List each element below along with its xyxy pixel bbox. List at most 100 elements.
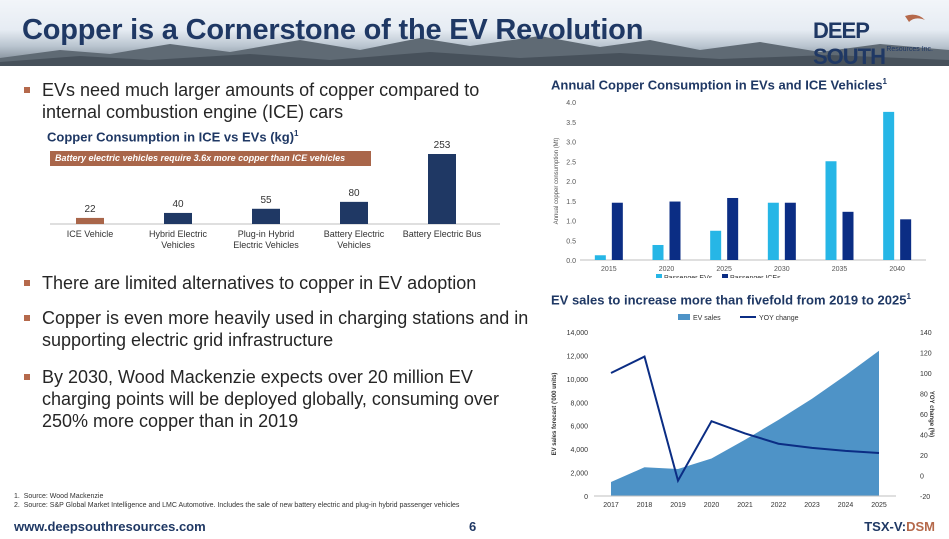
header-banner: Copper is a Cornerstone of the EV Revolu… <box>0 0 949 66</box>
category-label: ICE Vehicle <box>67 229 114 239</box>
bullet-text: By 2030, Wood Mackenzie expects over 20 … <box>42 367 499 431</box>
bullet-charging-stations: Copper is even more heavily used in char… <box>24 307 542 351</box>
bullet-wood-mackenzie: By 2030, Wood Mackenzie expects over 20 … <box>24 366 522 432</box>
y-tick-label: 1.5 <box>566 199 576 206</box>
x-tick-label: 2030 <box>774 266 790 273</box>
y-tick-label: 10,000 <box>567 377 589 384</box>
x-tick-label: 2021 <box>737 502 753 509</box>
chart-ice-vs-ev: 22 ICE Vehicle 40 Hybrid Electric Vehicles 55… <box>50 140 500 250</box>
bar-value-label: 40 <box>172 199 184 210</box>
y2-axis-label: YOY change (%) <box>928 391 934 437</box>
line-yoy-change <box>610 355 880 484</box>
bar-value-label: 55 <box>260 195 272 206</box>
x-tick-label: 2019 <box>670 502 686 509</box>
category-label: Battery Electric Bus <box>403 229 482 239</box>
y-tick-label: 2.5 <box>566 159 576 166</box>
y-tick-label: 2.0 <box>566 179 576 186</box>
y-axis-label: Annual copper consumption (Mt) <box>554 138 560 225</box>
legend-entry: YOY change <box>759 315 799 322</box>
legend-swatch-ev-sales <box>678 314 690 320</box>
area-ev-sales <box>611 350 879 496</box>
chart-title-ice-vs-ev: Copper Consumption in ICE vs EVs (kg)1 <box>47 129 299 145</box>
logo-subtitle: Resources Inc. <box>886 46 933 53</box>
x-tick-label: 2020 <box>659 266 675 273</box>
bar-passenger-ices-2025 <box>727 197 739 260</box>
bar-passenger-ices-2040 <box>900 219 912 260</box>
x-tick-label: 2023 <box>804 502 820 509</box>
footer-website-link[interactable]: www.deepsouthresources.com <box>14 519 206 534</box>
bar-value-label: 22 <box>84 204 96 215</box>
bar-value-label: 253 <box>434 140 451 151</box>
bar-passenger-evs-2015 <box>594 255 606 260</box>
y-tick-label: 3.0 <box>566 140 576 147</box>
bar-plug-in-hybrid-electric-vehicles <box>252 208 280 224</box>
page-number: 6 <box>469 519 477 534</box>
y-tick-label: 0.5 <box>566 238 576 245</box>
y-tick-label: 12,000 <box>567 353 589 360</box>
bullet-limited-alternatives: There are limited alternatives to copper… <box>24 272 542 294</box>
chart-title-ev-sales: EV sales to increase more than fivefold … <box>551 292 911 308</box>
category-label: Plug-in Hybrid <box>238 229 295 239</box>
legend-swatch <box>656 274 662 278</box>
logo-wordmark: DEEP SOUTH <box>813 18 886 66</box>
category-label: Hybrid Electric <box>149 229 208 239</box>
y-axis-label: EV sales forecast ('000 units) <box>552 373 558 456</box>
x-tick-label: 2025 <box>716 266 732 273</box>
bar-passenger-ices-2020 <box>669 201 681 260</box>
page-title: Copper is a Cornerstone of the EV Revolu… <box>22 14 644 46</box>
x-tick-label: 2040 <box>889 266 905 273</box>
y-tick-label: 1.0 <box>566 219 576 226</box>
legend-swatch <box>722 274 728 278</box>
footnote-2: 2. Source: S&P Global Market Intelligenc… <box>14 502 460 509</box>
chart-annotation-banner: Battery electric vehicles require 3.6x m… <box>50 151 371 166</box>
bullet-ev-copper: EVs need much larger amounts of copper c… <box>24 79 542 123</box>
y-tick-label: 6,000 <box>570 424 588 431</box>
stock-ticker: TSX-V:DSM <box>864 519 935 534</box>
bar-passenger-ices-2035 <box>842 211 854 260</box>
x-tick-label: 2015 <box>601 266 617 273</box>
bar-battery-electric-bus <box>428 154 456 224</box>
y-tick-label: 8,000 <box>570 400 588 407</box>
category-label: Vehicles <box>337 240 371 250</box>
bullet-text: There are limited alternatives to copper… <box>42 273 477 293</box>
y2-tick-label: 60 <box>920 412 928 419</box>
legend-entry: Passenger ICEs <box>730 275 781 278</box>
y-tick-label: 0.0 <box>566 258 576 265</box>
x-tick-label: 2020 <box>704 502 720 509</box>
bar-battery-electric-vehicles <box>340 201 368 224</box>
bullet-marker <box>24 280 30 286</box>
bullet-marker <box>24 374 30 380</box>
y2-tick-label: 20 <box>920 453 928 460</box>
category-label: Battery Electric <box>324 229 385 239</box>
bullet-text: EVs need much larger amounts of copper c… <box>42 80 480 122</box>
y2-tick-label: 120 <box>920 351 932 358</box>
bar-ice-vehicle <box>76 217 104 224</box>
y2-tick-label: 140 <box>920 330 932 337</box>
bar-passenger-evs-2035 <box>825 161 837 260</box>
y-tick-label: 0 <box>584 494 588 501</box>
bar-value-label: 80 <box>348 188 360 199</box>
bar-passenger-ices-2015 <box>611 202 623 260</box>
y2-tick-label: 0 <box>920 474 924 481</box>
bullet-text: Copper is even more heavily used in char… <box>42 308 529 350</box>
x-tick-label: 2025 <box>871 502 887 509</box>
x-tick-label: 2022 <box>771 502 787 509</box>
legend-entry: EV sales <box>693 315 721 322</box>
bar-passenger-evs-2040 <box>883 111 895 260</box>
y-tick-label: 4.0 <box>566 100 576 107</box>
y2-tick-label: -20 <box>920 494 930 501</box>
bar-hybrid-electric-vehicles <box>164 212 192 224</box>
bar-passenger-ices-2030 <box>784 202 796 260</box>
company-logo: DEEP SOUTH Resources Inc. <box>809 12 939 66</box>
footnote-1: 1. Source: Wood Mackenzie <box>14 493 104 500</box>
category-label: Electric Vehicles <box>233 240 299 250</box>
y2-tick-label: 100 <box>920 371 932 378</box>
bar-passenger-evs-2025 <box>710 230 722 260</box>
y2-tick-label: 40 <box>920 433 928 440</box>
bar-passenger-evs-2020 <box>652 244 664 260</box>
x-tick-label: 2017 <box>603 502 619 509</box>
x-tick-label: 2018 <box>637 502 653 509</box>
y2-tick-label: 80 <box>920 392 928 399</box>
logo-swoosh-icon <box>905 14 925 22</box>
mountain-backdrop <box>0 36 949 66</box>
